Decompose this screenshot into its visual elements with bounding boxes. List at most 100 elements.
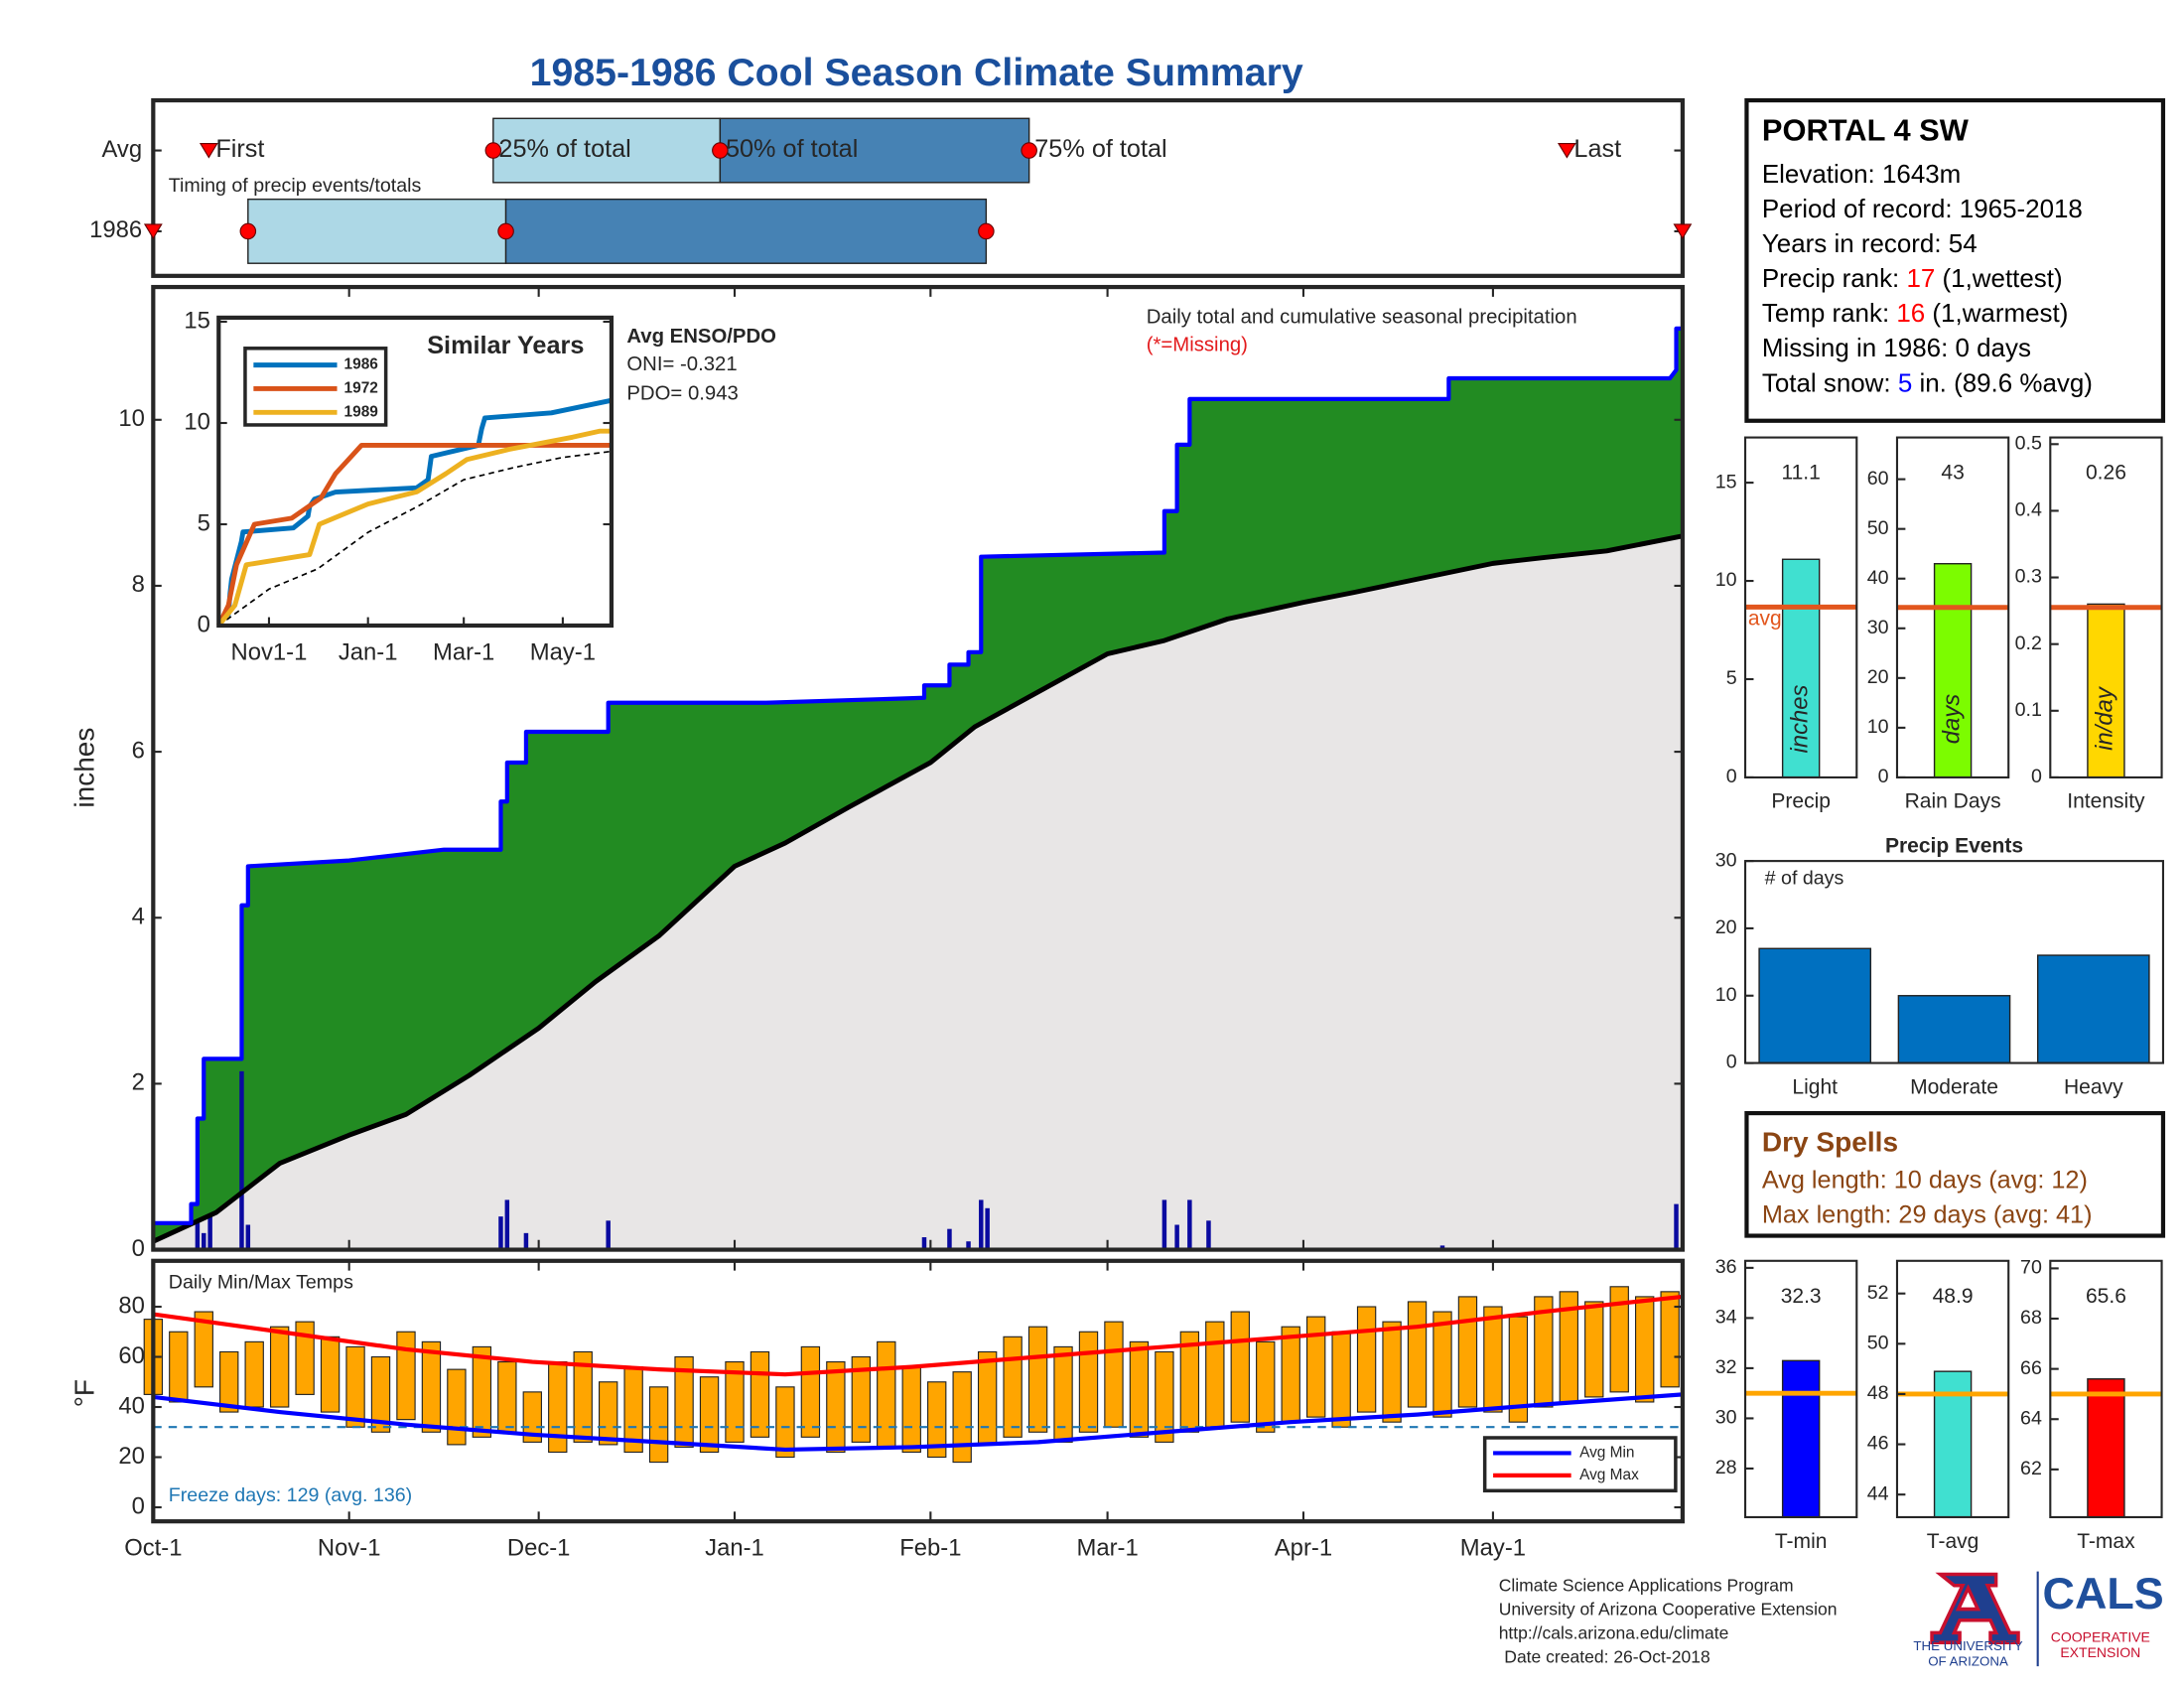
plot-frame	[2049, 1259, 2163, 1519]
plot-frame	[1895, 436, 2010, 778]
temp-bar	[396, 1331, 416, 1421]
ua-logo-text: OF ARIZONA	[1928, 1653, 2008, 1668]
category-label: Light	[1792, 1075, 1838, 1098]
plot-frame	[151, 97, 1686, 278]
ua-logo-text: THE UNIVERSITY	[1913, 1638, 2022, 1653]
y-tick-label: 80	[118, 1292, 145, 1319]
dry-spells-line: Avg length: 10 days (avg: 12)	[1762, 1166, 2088, 1194]
station-text: 16	[1896, 300, 1925, 328]
temp-bar	[800, 1345, 821, 1438]
row-label: Avg	[101, 136, 142, 163]
bar	[1933, 563, 1973, 778]
average-line	[152, 533, 1684, 1244]
timing-bar	[247, 198, 507, 264]
y-axis-label: inches	[68, 728, 99, 808]
footer-line: Climate Science Applications Program	[1499, 1576, 1794, 1596]
y-tick-label: 0.1	[2015, 699, 2042, 721]
temp-bar	[826, 1361, 846, 1454]
temp-bar	[1331, 1331, 1351, 1428]
temp-bar	[269, 1326, 290, 1408]
category-label: Moderate	[1910, 1075, 1998, 1098]
y-tick-label: 62	[2020, 1458, 2042, 1479]
legend-label: 1972	[344, 380, 378, 397]
bar	[1897, 995, 2011, 1064]
y-tick-label: 0	[1878, 766, 1889, 787]
category-label: T-min	[1775, 1530, 1828, 1553]
value-label: 48.9	[1933, 1285, 1974, 1308]
daily-bar	[606, 1220, 611, 1250]
x-tick-label: May-1	[1460, 1535, 1526, 1562]
y-tick-label: 48	[1867, 1382, 1889, 1404]
y-tick-label: 60	[1867, 468, 1889, 490]
y-tick-label: 28	[1715, 1457, 1737, 1478]
y-tick-label: 52	[1867, 1282, 1889, 1304]
temp-bar	[1534, 1296, 1554, 1408]
average-line	[217, 450, 613, 627]
y-tick-label: 36	[1715, 1256, 1737, 1278]
y-tick-label: 30	[1867, 617, 1889, 638]
temp-bar	[1129, 1340, 1150, 1438]
unit-label: days	[1938, 694, 1965, 744]
temp-bar	[750, 1350, 770, 1438]
y-tick-label: 5	[198, 509, 210, 536]
temp-bar	[573, 1350, 593, 1443]
daily-bar	[921, 1237, 927, 1250]
station-name: PORTAL 4 SW	[1762, 112, 1970, 147]
y-tick-label: 50	[1867, 517, 1889, 539]
daily-bar	[979, 1199, 984, 1250]
x-tick-label: Apr-1	[1275, 1535, 1332, 1562]
y-tick-label: 60	[118, 1342, 145, 1369]
y-tick-label: 64	[2020, 1407, 2042, 1429]
station-line: Years in record: 54	[1762, 230, 1978, 258]
value-label: 11.1	[1781, 462, 1820, 485]
y-tick-label: 40	[118, 1392, 145, 1419]
temp-bar	[648, 1386, 669, 1464]
axis-note: # of days	[1765, 868, 1844, 890]
temp-bar	[674, 1355, 694, 1448]
category-label: Precip	[1771, 790, 1831, 813]
temp-bar	[775, 1386, 795, 1459]
temp-bar	[244, 1340, 264, 1408]
station-line: Elevation: 1643m	[1762, 161, 1961, 189]
daily-bar	[504, 1199, 510, 1250]
plot-frame	[151, 1258, 1686, 1524]
station-box	[1744, 97, 2166, 423]
temp-bar	[169, 1331, 189, 1403]
y-tick-label: 0	[132, 1492, 145, 1519]
daily-bar	[1206, 1220, 1211, 1250]
daily-bar	[1187, 1199, 1192, 1250]
temp-bar	[320, 1336, 341, 1413]
y-tick-label: 2	[132, 1069, 145, 1096]
x-tick-label: Nov1-1	[231, 638, 308, 665]
legend-label: 1986	[344, 356, 379, 373]
enso-title: Avg ENSO/PDO	[626, 326, 776, 348]
y-tick-label: 68	[2020, 1307, 2042, 1329]
temp-bar	[699, 1376, 720, 1454]
station-text: in. (89.6 %avg)	[1912, 369, 2093, 397]
timing-marker	[1673, 223, 1693, 240]
daily-bar	[195, 1220, 201, 1250]
temp-bar	[725, 1361, 745, 1443]
legend-label: 1989	[344, 403, 378, 420]
legend-box	[1482, 1436, 1678, 1493]
temp-bar	[977, 1350, 998, 1446]
temp-bar	[548, 1361, 568, 1454]
enso-value: PDO= 0.943	[626, 382, 738, 404]
daily-bar	[207, 1216, 212, 1250]
temp-bar	[447, 1368, 467, 1446]
temp-bar	[1078, 1331, 1099, 1433]
timing-bar	[492, 117, 722, 184]
temp-bar	[472, 1345, 492, 1438]
series-line	[216, 428, 612, 628]
dry-spells-title: Dry Spells	[1762, 1126, 1898, 1157]
daily-bar	[1174, 1224, 1179, 1250]
station-line: Period of record: 1965-2018	[1762, 196, 2083, 223]
temp-bar	[295, 1321, 315, 1395]
timing-marker	[239, 222, 257, 240]
daily-bar	[523, 1232, 529, 1250]
x-tick-label: Dec-1	[507, 1535, 571, 1562]
y-tick-label: 40	[1867, 567, 1889, 589]
daily-bar	[947, 1228, 952, 1250]
